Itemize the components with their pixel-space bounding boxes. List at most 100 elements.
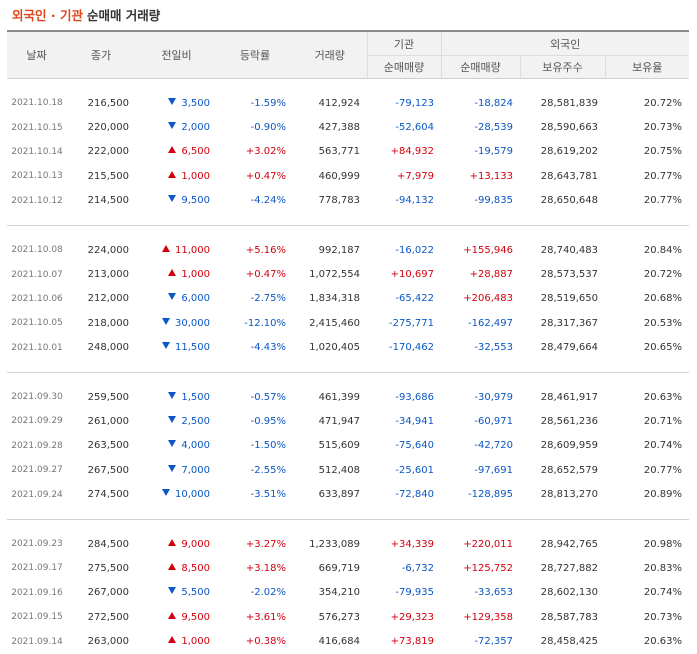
cell-change: 7,000 (136, 458, 217, 482)
cell-date: 2021.09.15 (11, 612, 63, 623)
table-row: 2021.10.01 248,000 11,500 -4.43% 1,020,405 -1… (7, 336, 689, 360)
cell-close: 267,000 (87, 587, 129, 599)
change-value: 30,000 (175, 317, 210, 329)
cell-holdings: 28,813,270 (540, 489, 598, 501)
cell-rate: -3.51% (250, 489, 286, 501)
cell-foreign-net: -19,579 (474, 146, 513, 158)
cell-rate: -0.90% (250, 122, 286, 134)
cell-foreign-net: +220,011 (463, 538, 513, 550)
cell-ratio: 20.63% (643, 391, 683, 403)
change-value: 11,000 (175, 244, 210, 256)
title-highlight: 외국인 · 기관 (12, 8, 83, 23)
triangle-down-icon (168, 195, 177, 203)
change-value: 3,500 (181, 97, 210, 109)
cell-ratio: 20.74% (643, 587, 683, 599)
header-rate: 등락률 (217, 30, 293, 79)
triangle-down-icon (168, 391, 177, 399)
cell-foreign-net: +155,946 (463, 244, 513, 256)
cell-date: 2021.10.12 (11, 195, 63, 206)
cell-change: 9,500 (136, 189, 217, 213)
triangle-up-icon (168, 538, 177, 546)
cell-holdings: 28,458,425 (540, 636, 598, 648)
cell-date: 2021.09.17 (11, 563, 63, 574)
cell-change: 6,500 (136, 140, 217, 164)
cell-holdings: 28,581,839 (540, 97, 598, 109)
cell-ratio: 20.84% (643, 244, 683, 256)
change-value: 4,000 (181, 440, 210, 452)
table-row: 2021.10.14 222,000 6,500 +3.02% 563,771 +84,9… (7, 140, 689, 164)
cell-holdings: 28,942,765 (540, 538, 598, 550)
triangle-down-icon (162, 342, 170, 350)
cell-date: 2021.09.27 (11, 465, 63, 476)
cell-change: 30,000 (136, 311, 217, 335)
change-value: 10,000 (175, 489, 210, 501)
cell-holdings: 28,727,882 (540, 562, 598, 574)
cell-close: 284,500 (87, 538, 129, 550)
cell-rate: -0.57% (250, 391, 286, 403)
cell-close: 267,500 (87, 464, 129, 476)
cell-inst-net: -79,935 (395, 587, 434, 599)
cell-date: 2021.10.15 (11, 122, 63, 133)
cell-inst-net: -34,941 (395, 415, 434, 427)
table-row: 2021.10.08 224,000 11,000 +5.16% 992,187 -16,… (7, 238, 689, 262)
spacer-row (7, 360, 689, 372)
cell-holdings: 28,643,781 (540, 170, 598, 182)
cell-foreign-net: -128,895 (468, 489, 513, 501)
cell-date: 2021.10.01 (11, 342, 63, 353)
section-title: 외국인 · 기관 순매매 거래량 (12, 6, 160, 26)
cell-holdings: 28,587,783 (540, 611, 598, 623)
cell-change: 9,500 (136, 605, 217, 629)
cell-volume: 471,947 (318, 415, 360, 427)
cell-foreign-net: -33,653 (474, 587, 513, 599)
triangle-up-icon (168, 146, 177, 154)
triangle-down-icon (162, 317, 170, 325)
change-value: 1,500 (181, 391, 210, 403)
cell-foreign-net: +13,133 (469, 170, 513, 182)
cell-rate: +5.16% (245, 244, 286, 256)
cell-ratio: 20.74% (643, 440, 683, 452)
cell-volume: 2,415,460 (309, 317, 360, 329)
cell-close: 275,500 (87, 562, 129, 574)
cell-holdings: 28,461,917 (540, 391, 598, 403)
header-foreign: 외국인 (440, 30, 690, 56)
cell-rate: +3.18% (245, 562, 286, 574)
triangle-up-icon (168, 170, 177, 178)
cell-rate: -0.95% (250, 415, 286, 427)
cell-volume: 512,408 (318, 464, 360, 476)
title-rest: 순매매 거래량 (86, 8, 161, 23)
cell-rate: +3.02% (245, 146, 286, 158)
change-value: 8,500 (181, 562, 210, 574)
cell-close: 272,500 (87, 611, 129, 623)
cell-change: 1,000 (136, 629, 217, 653)
table-row: 2021.09.17 275,500 8,500 +3.18% 669,719 -6,73… (7, 556, 689, 580)
cell-change: 1,000 (136, 164, 217, 188)
table-row: 2021.09.27 267,500 7,000 -2.55% 512,408 -25,6… (7, 458, 689, 482)
cell-date: 2021.10.14 (11, 146, 63, 157)
table-row: 2021.09.23 284,500 9,000 +3.27% 1,233,089 +34… (7, 532, 689, 556)
cell-inst-net: -75,640 (395, 440, 434, 452)
cell-holdings: 28,602,130 (540, 587, 598, 599)
cell-ratio: 20.73% (643, 122, 683, 134)
cell-ratio: 20.63% (643, 636, 683, 648)
triangle-down-icon (168, 415, 177, 423)
cell-foreign-net: -99,835 (474, 195, 513, 207)
triangle-down-icon (168, 293, 177, 301)
cell-holdings: 28,317,367 (540, 317, 598, 329)
cell-ratio: 20.77% (643, 170, 683, 182)
cell-ratio: 20.77% (643, 464, 683, 476)
cell-volume: 416,684 (318, 636, 360, 648)
cell-volume: 427,388 (318, 122, 360, 134)
cell-close: 213,000 (87, 269, 129, 281)
table-row: 2021.10.07 213,000 1,000 +0.47% 1,072,554 +10… (7, 262, 689, 286)
trading-table: 날짜 종가 전일비 등락률 거래량 기관 외국인 순매매량 순매매량 보유주수 … (7, 30, 690, 654)
cell-holdings: 28,573,537 (540, 269, 598, 281)
cell-rate: -4.24% (250, 195, 286, 207)
cell-inst-net: -94,132 (395, 195, 434, 207)
table-row: 2021.10.06 212,000 6,000 -2.75% 1,834,318 -65… (7, 287, 689, 311)
cell-ratio: 20.73% (643, 611, 683, 623)
cell-ratio: 20.83% (643, 562, 683, 574)
cell-rate: -12.10% (244, 317, 286, 329)
cell-close: 222,000 (87, 146, 129, 158)
cell-ratio: 20.71% (643, 415, 683, 427)
spacer-row (7, 507, 689, 519)
